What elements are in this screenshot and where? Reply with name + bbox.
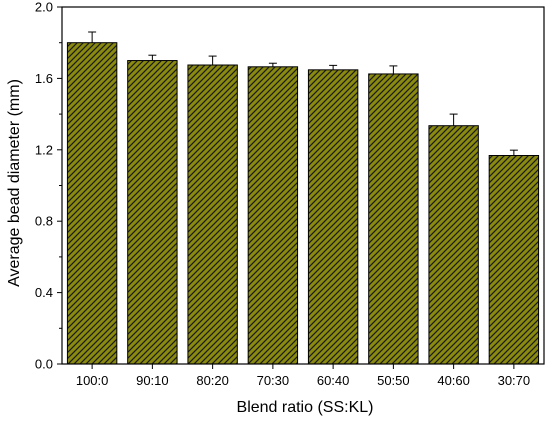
y-tick-label: 2.0 [35,0,53,15]
x-tick-label: 30:70 [498,373,531,388]
bar [428,125,479,365]
y-tick-label: 0.0 [35,357,53,372]
x-tick-label: 60:40 [317,373,350,388]
x-tick-label: 40:60 [437,373,470,388]
bar [307,69,359,365]
ticks-layer: 100:0 90:10 80:20 70:30 60:40 50:50 40:60 30:70… [35,0,530,388]
x-tick-label: 90:10 [136,373,169,388]
y-tick-label: 0.4 [35,285,53,300]
bar [187,64,238,365]
x-axis-label: Blend ratio (SS:KL) [237,399,374,416]
error-bars-layer [88,31,518,156]
bar [368,73,419,365]
y-tick-label: 0.8 [35,214,53,229]
bars-layer [66,42,540,365]
y-axis-label: Average bead diameter (mm) [6,79,23,287]
x-tick-label: 80:20 [196,373,229,388]
bar [488,155,540,365]
bar [66,42,118,365]
x-tick-label: 100:0 [76,373,109,388]
y-tick-label: 1.2 [35,142,53,157]
y-tick-label: 1.6 [35,71,53,86]
bar [127,60,178,365]
x-tick-label: 70:30 [257,373,290,388]
bar [247,66,299,365]
x-tick-label: 50:50 [377,373,410,388]
